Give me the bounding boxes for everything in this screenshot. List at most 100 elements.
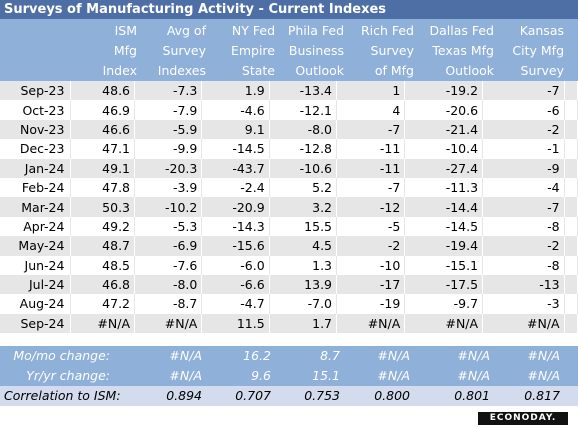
table-cell: #N/A	[336, 313, 406, 334]
table-cell: 11.5	[201, 313, 270, 334]
table-cell: -10.4	[404, 139, 484, 159]
row-date: Jul-24	[0, 274, 72, 295]
table-cell: -7	[482, 197, 565, 217]
column-header-line: Index	[102, 63, 137, 78]
table-cell: -7.3	[134, 81, 203, 101]
table-row: Apr-24 49.2 -5.3 -14.3 15.5 -5 -14.5 -8	[0, 216, 578, 237]
table-cell: 1.7	[269, 313, 338, 334]
table-row: Jul-24 46.8 -8.0 -6.6 13.9 -17 -17.5 -13	[0, 274, 578, 295]
row-padding	[564, 81, 578, 101]
row-padding	[564, 197, 578, 217]
summary-value: #N/A	[457, 368, 490, 383]
table-cell: 48.6	[70, 81, 136, 101]
table-row: Sep-23 48.6 -7.3 1.9 -13.4 1 -19.2 -7	[0, 81, 578, 101]
table-cell: -8	[482, 216, 565, 237]
table-cell: -14.3	[201, 216, 270, 237]
table-cell: 1.3	[269, 255, 338, 275]
row-date: Dec-23	[0, 139, 72, 159]
column-header-line: Survey	[370, 43, 414, 58]
summary-row: Yr/yr change: #N/A 9.6 15.1 #N/A #N/A #N/A	[0, 366, 578, 386]
table-cell: -6.6	[201, 274, 270, 295]
table-cell: -11	[336, 158, 406, 178]
table-row: Oct-23 46.9 -7.9 -4.6 -12.1 4 -20.6 -6	[0, 100, 578, 120]
row-padding	[564, 274, 578, 295]
summary-value: #N/A	[377, 348, 410, 363]
table-cell: 50.3	[70, 197, 136, 217]
table-cell: -2	[482, 119, 565, 140]
table-cell: -19	[336, 294, 406, 314]
summary-value: 8.7	[320, 348, 340, 363]
table-cell: -14.5	[404, 216, 484, 237]
table-cell: -15.1	[404, 255, 484, 275]
table-cell: -14.4	[404, 197, 484, 217]
table-cell: 13.9	[269, 274, 338, 295]
table-cell: -4.7	[201, 294, 270, 314]
summary-value: #N/A	[169, 348, 202, 363]
table-cell: -10	[336, 255, 406, 275]
summary-value: #N/A	[527, 348, 560, 363]
row-date: Mar-24	[0, 197, 72, 217]
column-header: Rich Fed Survey of Mfg	[344, 21, 414, 81]
column-header-line: Empire	[230, 43, 275, 58]
table-row: Jan-24 49.1 -20.3 -43.7 -10.6 -11 -27.4 -9	[0, 158, 578, 178]
table-row: Dec-23 47.1 -9.9 -14.5 -12.8 -11 -10.4 -1	[0, 139, 578, 159]
table-cell: -7	[336, 119, 406, 140]
column-header-line: City Mfg	[512, 43, 564, 58]
row-padding	[564, 158, 578, 178]
econoday-logo: ECONODAY.	[478, 412, 568, 425]
column-header-line: Outlook	[445, 63, 494, 78]
row-padding	[564, 294, 578, 314]
row-padding	[564, 313, 578, 334]
table-cell: -11.3	[404, 177, 484, 198]
table-cell: -2.4	[201, 177, 270, 198]
table-cell: -8.0	[134, 274, 203, 295]
table-cell: -5	[336, 216, 406, 237]
table-cell: -3.9	[134, 177, 203, 198]
table-cell: 3.2	[269, 197, 338, 217]
table-row: Sep-24 #N/A #N/A 11.5 1.7 #N/A #N/A #N/A	[0, 313, 578, 334]
table-cell: 9.1	[201, 119, 270, 140]
table-cell: -7.0	[269, 294, 338, 314]
row-padding	[564, 119, 578, 140]
row-date: Sep-24	[0, 313, 72, 334]
table-cell: -2	[336, 236, 406, 256]
table-cell: 47.1	[70, 139, 136, 159]
table-cell: 47.8	[70, 177, 136, 198]
table-cell: -6	[482, 100, 565, 120]
summary-label: Yr/yr change:	[26, 368, 110, 383]
table-row: Feb-24 47.8 -3.9 -2.4 5.2 -7 -11.3 -4	[0, 177, 578, 198]
table-cell: -20.9	[201, 197, 270, 217]
column-header: Phila Fed Business Outlook	[275, 21, 344, 81]
table-cell: 5.2	[269, 177, 338, 198]
table-cell: -2	[482, 236, 565, 256]
summary-value: #N/A	[377, 368, 410, 383]
column-header: Avg of Survey Indexes	[137, 21, 206, 81]
table-row: Aug-24 47.2 -8.7 -4.7 -7.0 -19 -9.7 -3	[0, 294, 578, 314]
summary-label: Mo/mo change:	[13, 348, 110, 363]
table-cell: 4.5	[269, 236, 338, 256]
column-header-line: Indexes	[157, 63, 206, 78]
column-header-line: ISM	[114, 23, 137, 38]
table-cell: -3	[482, 294, 565, 314]
table-cell: #N/A	[70, 313, 136, 334]
table-cell: -21.4	[404, 119, 484, 140]
table-cell: 46.6	[70, 119, 136, 140]
table-cell: 1	[336, 81, 406, 101]
table-cell: -7.9	[134, 100, 203, 120]
summary-value: #N/A	[169, 368, 202, 383]
table-cell: 15.5	[269, 216, 338, 237]
column-header-line: of Mfg	[374, 63, 414, 78]
column-header-line: Dallas Fed	[429, 23, 494, 38]
table-cell: -12.1	[269, 100, 338, 120]
summary-value: #N/A	[457, 348, 490, 363]
table-cell: -19.4	[404, 236, 484, 256]
row-date: Jun-24	[0, 255, 72, 275]
table-row: May-24 48.7 -6.9 -15.6 4.5 -2 -19.4 -2	[0, 236, 578, 256]
table-cell: -20.3	[134, 158, 203, 178]
row-date: Oct-23	[0, 100, 72, 120]
table-cell: -5.9	[134, 119, 203, 140]
row-date: Nov-23	[0, 119, 72, 140]
summary-value: 0.753	[304, 388, 340, 403]
column-header-line: NY Fed	[231, 23, 275, 38]
